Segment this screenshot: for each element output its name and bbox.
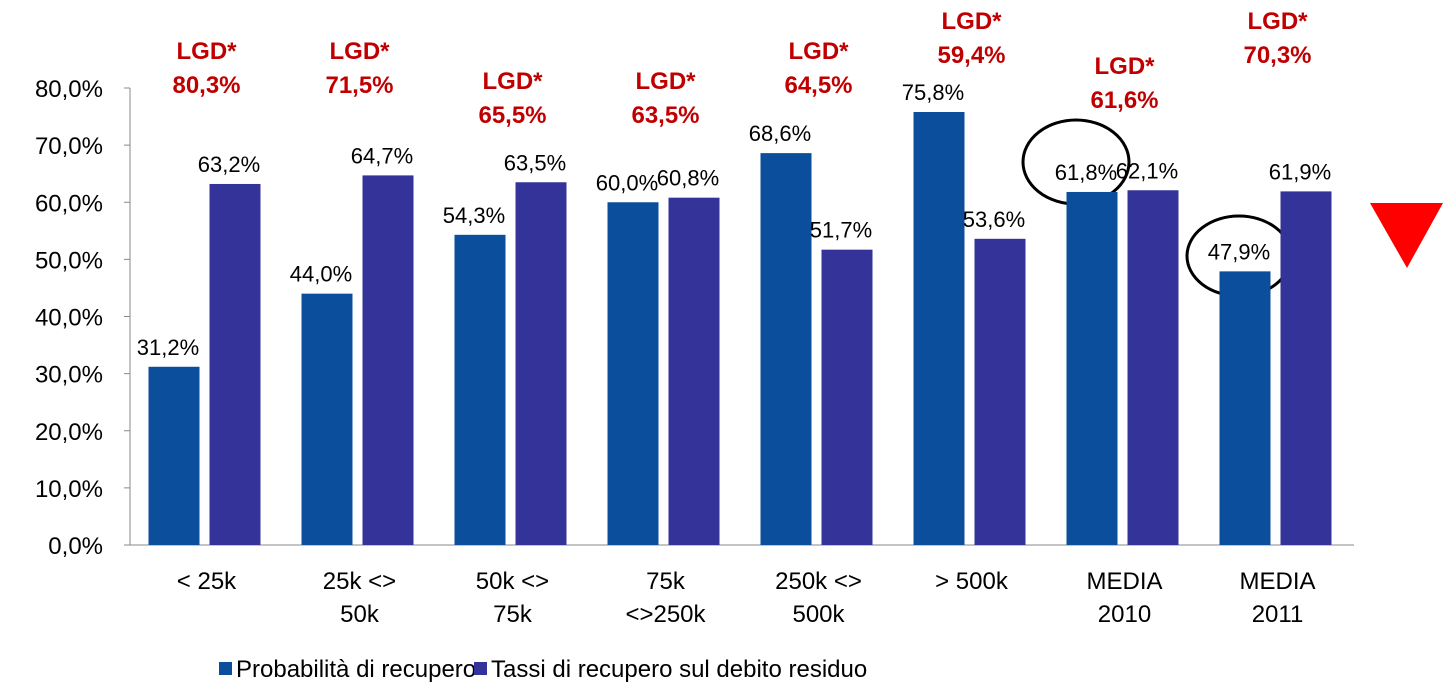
annotation-label: LGD* <box>636 68 697 95</box>
x-tick-label: 50k <> 75k <box>475 568 550 628</box>
annotation-value: 61,6% <box>1090 87 1158 114</box>
data-label: 44,0% <box>290 262 352 287</box>
bar <box>1066 191 1118 545</box>
bar <box>301 293 353 545</box>
annotation-label: LGD* <box>1095 53 1156 80</box>
bar <box>668 197 720 545</box>
bar <box>209 183 261 545</box>
legend-label: Tassi di recupero sul debito residuo <box>491 656 867 683</box>
data-label: 75,8% <box>902 80 964 105</box>
data-label: 51,7% <box>810 218 872 243</box>
x-tick-label: MEDIA 2010 <box>1086 568 1163 628</box>
bar <box>1127 190 1179 545</box>
bar <box>760 153 812 545</box>
y-tick-label: 60,0% <box>35 190 103 217</box>
data-label: 64,7% <box>351 143 413 168</box>
bar <box>148 366 200 545</box>
legend-swatch <box>474 662 487 675</box>
data-label: 54,3% <box>443 203 505 228</box>
y-tick-label: 40,0% <box>35 305 103 332</box>
annotation-label: LGD* <box>177 38 238 65</box>
bar <box>515 182 567 545</box>
bar <box>454 234 506 545</box>
legend-label: Probabilità di recupero <box>236 656 476 683</box>
y-tick-label: 70,0% <box>35 133 103 160</box>
x-tick-label: MEDIA 2011 <box>1239 568 1316 628</box>
data-label: 62,1% <box>1116 158 1178 183</box>
y-tick-label: 50,0% <box>35 247 103 274</box>
bar <box>607 202 659 545</box>
annotation-value: 70,3% <box>1243 42 1311 69</box>
annotation-value: 59,4% <box>937 42 1005 69</box>
y-tick-label: 10,0% <box>35 476 103 503</box>
x-tick-label: 25k <> 50k <box>322 568 397 628</box>
annotation-label: LGD* <box>789 38 850 65</box>
data-label: 60,8% <box>657 166 719 191</box>
x-tick-label: > 500k <box>935 568 1008 595</box>
x-tick-label: < 25k <box>176 568 237 595</box>
x-tick-label: 250k <> 500k <box>775 568 862 628</box>
annotation-value: 80,3% <box>172 72 240 99</box>
annotation-label: LGD* <box>483 68 544 95</box>
legend-swatch <box>219 662 232 675</box>
data-label: 60,0% <box>596 170 658 195</box>
data-label: 61,9% <box>1269 159 1331 184</box>
down-arrow <box>1370 203 1443 268</box>
y-tick-label: 20,0% <box>35 419 103 446</box>
bar <box>974 238 1026 545</box>
annotation-label: LGD* <box>942 8 1003 35</box>
annotation-label: LGD* <box>1248 8 1309 35</box>
y-tick-label: 0,0% <box>48 533 103 560</box>
data-label: 68,6% <box>749 121 811 146</box>
y-tick-label: 30,0% <box>35 362 103 389</box>
bar <box>362 175 414 545</box>
annotation-value: 64,5% <box>784 72 852 99</box>
x-tick-label: 75k <>250k <box>625 568 706 628</box>
data-label: 61,8% <box>1055 160 1117 185</box>
data-label: 31,2% <box>137 335 199 360</box>
data-label: 63,2% <box>198 152 260 177</box>
bar <box>1219 271 1271 545</box>
annotation-label: LGD* <box>330 38 391 65</box>
annotation-value: 71,5% <box>325 72 393 99</box>
annotation-value: 63,5% <box>631 102 699 129</box>
bar <box>913 111 965 546</box>
data-label: 63,5% <box>504 150 566 175</box>
y-tick-label: 80,0% <box>35 76 103 103</box>
data-label: 47,9% <box>1208 239 1270 264</box>
bar <box>1280 191 1332 546</box>
data-label: 53,6% <box>963 207 1025 232</box>
annotation-value: 65,5% <box>478 102 546 129</box>
bar <box>821 249 873 545</box>
